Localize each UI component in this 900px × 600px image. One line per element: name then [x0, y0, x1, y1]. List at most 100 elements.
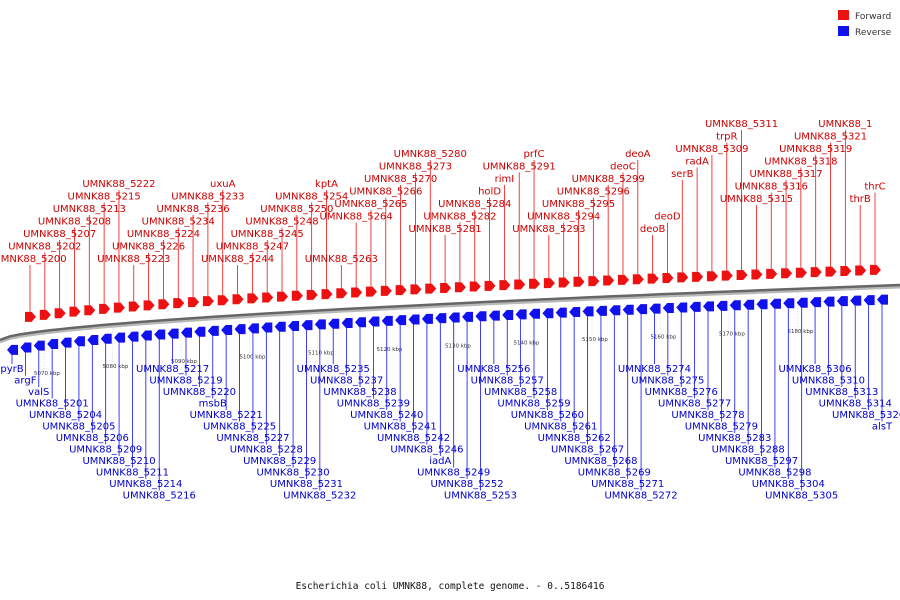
forward-gene-arrow: [306, 289, 318, 300]
forward-gene-arrow: [558, 277, 570, 288]
reverse-gene-label: UMNK88_5256: [457, 364, 530, 375]
reverse-gene-arrow: [716, 300, 728, 311]
reverse-gene-label: UMNK88_5267: [551, 445, 624, 456]
reverse-gene-arrow: [569, 307, 581, 318]
reverse-gene-arrow: [341, 317, 353, 328]
reverse-gene-arrow: [261, 322, 273, 333]
reverse-gene-label: UMNK88_5205: [42, 422, 115, 433]
reverse-gene-label: UMNK88_5230: [256, 468, 329, 479]
reverse-gene-label: UMNK88_5246: [390, 445, 463, 456]
reverse-gene-label: UMNK88_5320: [832, 410, 900, 421]
forward-gene-label: holD: [478, 187, 501, 198]
forward-gene-arrow: [840, 266, 852, 277]
forward-gene-arrow: [158, 299, 170, 310]
reverse-gene-arrow: [301, 320, 313, 331]
reverse-gene-arrow: [127, 331, 139, 342]
forward-gene-arrow: [870, 264, 881, 275]
reverse-gene-arrow: [863, 295, 875, 306]
reverse-gene-label: alsT: [872, 422, 893, 433]
forward-gene-arrow: [113, 302, 125, 313]
forward-gene-arrow: [425, 283, 437, 294]
forward-gene-arrow: [54, 308, 66, 319]
reverse-gene-label: UMNK88_5210: [82, 456, 155, 467]
forward-gene-arrow: [217, 295, 229, 306]
forward-gene-label: prfC: [524, 149, 545, 160]
reverse-gene-arrow: [33, 340, 45, 351]
reverse-gene-label: UMNK88_5304: [752, 479, 825, 490]
forward-gene-arrow: [69, 306, 81, 317]
backbone-shadow: [0, 285, 900, 344]
forward-gene-label: uxuA: [210, 179, 236, 190]
forward-gene-label: thrC: [864, 182, 885, 193]
reverse-gene-arrow: [328, 318, 340, 329]
forward-gene-arrow: [721, 270, 733, 281]
reverse-gene-arrow: [7, 344, 18, 355]
reverse-gene-label: UMNK88_5252: [430, 479, 503, 490]
reverse-gene-label: UMNK88_5249: [417, 468, 490, 479]
reverse-gene-label: UMNK88_5235: [297, 364, 370, 375]
reverse-gene-arrow: [515, 309, 527, 320]
reverse-gene-arrow: [622, 304, 634, 315]
reverse-gene-label: msbB: [199, 399, 227, 410]
forward-gene-label: rimI: [495, 174, 515, 185]
forward-gene-label: UMNK88_5226: [112, 242, 185, 253]
forward-gene-arrow: [736, 270, 748, 281]
forward-gene-label: UMNK88_5265: [334, 199, 407, 210]
reverse-gene-arrow: [769, 298, 781, 309]
forward-gene-label: UMNK88_5266: [349, 187, 422, 198]
reverse-gene-label: UMNK88_5209: [69, 445, 142, 456]
reverse-gene-arrow: [435, 313, 447, 324]
reverse-gene-arrow: [756, 299, 768, 310]
forward-gene-label: radA: [685, 157, 709, 168]
reverse-gene-label: UMNK88_5272: [604, 491, 677, 502]
reverse-gene-arrow: [810, 297, 822, 308]
legend-forward-swatch: [838, 10, 849, 20]
forward-gene-label: UMNK88_5264: [320, 212, 393, 223]
forward-gene-label: UMNK88_5233: [171, 192, 244, 203]
forward-gene-arrow: [351, 287, 363, 298]
forward-gene-arrow: [662, 273, 674, 284]
forward-gene-arrow: [766, 268, 778, 279]
legend-reverse-swatch: [838, 26, 849, 36]
reverse-gene-label: UMNK88_5313: [805, 387, 878, 398]
forward-gene-arrow: [751, 269, 763, 280]
forward-gene-arrow: [39, 309, 51, 320]
forward-gene-label: UMNK88_5318: [764, 157, 837, 168]
forward-gene-arrow: [232, 294, 244, 305]
forward-gene-arrow: [395, 285, 407, 296]
forward-gene-arrow: [810, 267, 822, 278]
forward-genes: UMNK88_5200UMNK88_5202UMNK88_5207UMNK88_…: [0, 119, 886, 322]
forward-gene-label: UMNK88_5248: [245, 217, 318, 228]
reverse-gene-arrow: [502, 310, 514, 321]
reverse-gene-label: UMNK88_5201: [16, 399, 89, 410]
forward-gene-label: UMNK88_5200: [0, 254, 67, 265]
legend-reverse-label: Reverse: [855, 28, 892, 38]
reverse-gene-arrow: [181, 327, 192, 338]
forward-gene-label: UMNK88_5273: [379, 162, 452, 173]
scale-tick-label: 5070 kbp: [34, 371, 60, 377]
scale-tick-label: 5150 kbp: [582, 337, 608, 343]
reverse-gene-label: UMNK88_5216: [123, 491, 196, 502]
reverse-gene-arrow: [475, 311, 487, 322]
forward-gene-arrow: [855, 265, 867, 276]
reverse-gene-arrow: [676, 302, 688, 313]
reverse-gene-label: UMNK88_5241: [364, 422, 437, 433]
forward-gene-arrow: [410, 284, 422, 295]
reverse-gene-label: UMNK88_5283: [698, 433, 771, 444]
reverse-gene-label: UMNK88_5229: [243, 456, 316, 467]
reverse-gene-label: UMNK88_5240: [350, 410, 423, 421]
reverse-gene-label: UMNK88_5219: [149, 376, 222, 387]
reverse-gene-label: UMNK88_5277: [658, 399, 731, 410]
forward-gene-label: kptA: [315, 179, 338, 190]
forward-gene-label: UMNK88_5309: [675, 144, 748, 155]
reverse-gene-label: UMNK88_5204: [29, 410, 102, 421]
forward-gene-label: UMNK88_5284: [438, 199, 511, 210]
scale-tick-label: 5090 kbp: [171, 359, 197, 365]
reverse-gene-label: UMNK88_5268: [564, 456, 637, 467]
forward-gene-arrow: [647, 273, 659, 284]
forward-gene-label: UMNK88_5263: [305, 254, 378, 265]
legend: Forward Reverse: [838, 10, 892, 38]
forward-gene-label: UMNK88_5280: [394, 149, 467, 160]
reverse-gene-label: UMNK88_5274: [618, 364, 691, 375]
forward-gene-arrow: [173, 298, 185, 309]
